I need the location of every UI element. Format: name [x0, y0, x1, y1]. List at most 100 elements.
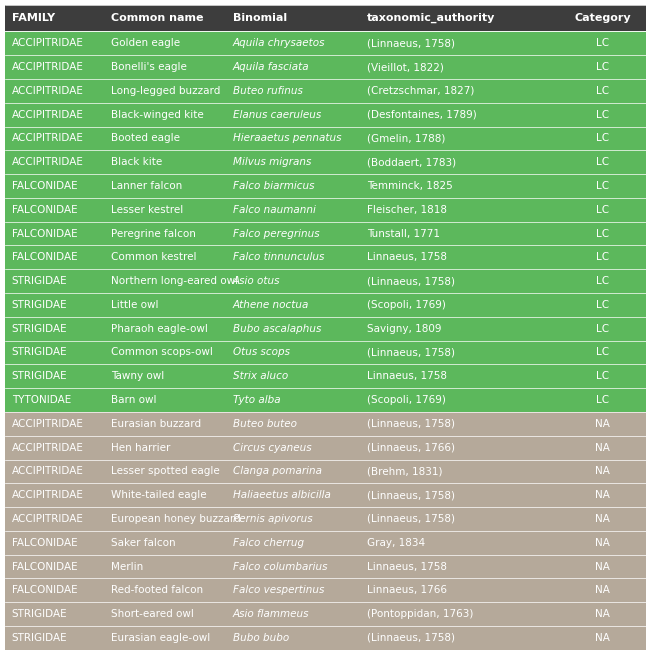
Text: Milvus migrans: Milvus migrans: [232, 157, 311, 167]
Bar: [5, 317, 646, 341]
Text: Falco peregrinus: Falco peregrinus: [232, 229, 320, 238]
Text: NA: NA: [595, 466, 610, 476]
Text: Falco tinnunculus: Falco tinnunculus: [232, 252, 324, 263]
Bar: [5, 293, 646, 317]
Text: (Linnaeus, 1758): (Linnaeus, 1758): [367, 348, 455, 358]
Text: Tyto alba: Tyto alba: [232, 395, 281, 405]
Text: Falco columbarius: Falco columbarius: [232, 561, 327, 572]
Bar: [5, 79, 646, 103]
Bar: [5, 412, 646, 436]
Text: Northern long-eared owl: Northern long-eared owl: [111, 276, 238, 286]
Text: (Gmelin, 1788): (Gmelin, 1788): [367, 134, 446, 143]
Text: (Scopoli, 1769): (Scopoli, 1769): [367, 395, 446, 405]
Text: NA: NA: [595, 609, 610, 619]
Bar: [5, 246, 646, 269]
Text: FALCONIDAE: FALCONIDAE: [12, 181, 77, 191]
Text: ACCIPITRIDAE: ACCIPITRIDAE: [12, 62, 83, 72]
Text: Pernis apivorus: Pernis apivorus: [232, 514, 312, 524]
Text: LC: LC: [596, 395, 609, 405]
Bar: [5, 436, 646, 460]
Text: Linnaeus, 1766: Linnaeus, 1766: [367, 586, 447, 595]
Text: Athene noctua: Athene noctua: [232, 300, 309, 310]
Text: FALCONIDAE: FALCONIDAE: [12, 561, 77, 572]
Text: taxonomic_authority: taxonomic_authority: [367, 13, 495, 24]
Text: FALCONIDAE: FALCONIDAE: [12, 205, 77, 215]
Text: Circus cyaneus: Circus cyaneus: [232, 443, 311, 453]
Text: Otus scops: Otus scops: [232, 348, 290, 358]
Bar: [5, 198, 646, 221]
Text: LC: LC: [596, 157, 609, 167]
Text: Black-winged kite: Black-winged kite: [111, 109, 204, 120]
Bar: [5, 388, 646, 412]
Text: Asio flammeus: Asio flammeus: [232, 609, 309, 619]
Text: ACCIPITRIDAE: ACCIPITRIDAE: [12, 109, 83, 120]
Text: NA: NA: [595, 538, 610, 548]
Text: Aquila chrysaetos: Aquila chrysaetos: [232, 39, 326, 48]
Text: Savigny, 1809: Savigny, 1809: [367, 324, 442, 333]
Text: STRIGIDAE: STRIGIDAE: [12, 300, 67, 310]
Text: (Boddaert, 1783): (Boddaert, 1783): [367, 157, 456, 167]
Text: Strix aluco: Strix aluco: [232, 371, 288, 381]
Bar: [5, 460, 646, 483]
Text: LC: LC: [596, 229, 609, 238]
Text: LC: LC: [596, 86, 609, 96]
Text: LC: LC: [596, 324, 609, 333]
Text: Short-eared owl: Short-eared owl: [111, 609, 194, 619]
Text: Hen harrier: Hen harrier: [111, 443, 171, 453]
Text: Elanus caeruleus: Elanus caeruleus: [232, 109, 321, 120]
Text: Peregrine falcon: Peregrine falcon: [111, 229, 196, 238]
Text: Binomial: Binomial: [232, 13, 287, 24]
Text: Lanner falcon: Lanner falcon: [111, 181, 182, 191]
Text: Temminck, 1825: Temminck, 1825: [367, 181, 453, 191]
Bar: [5, 5, 646, 31]
Text: NA: NA: [595, 514, 610, 524]
Text: Pharaoh eagle-owl: Pharaoh eagle-owl: [111, 324, 208, 333]
Text: STRIGIDAE: STRIGIDAE: [12, 324, 67, 333]
Text: Tunstall, 1771: Tunstall, 1771: [367, 229, 440, 238]
Text: ACCIPITRIDAE: ACCIPITRIDAE: [12, 157, 83, 167]
Text: Haliaeetus albicilla: Haliaeetus albicilla: [232, 490, 331, 500]
Text: Eurasian eagle-owl: Eurasian eagle-owl: [111, 633, 210, 643]
Text: Lesser spotted eagle: Lesser spotted eagle: [111, 466, 220, 476]
Text: Common kestrel: Common kestrel: [111, 252, 197, 263]
Text: Falco vespertinus: Falco vespertinus: [232, 586, 324, 595]
Text: STRIGIDAE: STRIGIDAE: [12, 633, 67, 643]
Text: Asio otus: Asio otus: [232, 276, 280, 286]
Text: Golden eagle: Golden eagle: [111, 39, 180, 48]
Bar: [5, 364, 646, 388]
Text: Bonelli's eagle: Bonelli's eagle: [111, 62, 187, 72]
Text: FALCONIDAE: FALCONIDAE: [12, 538, 77, 548]
Text: STRIGIDAE: STRIGIDAE: [12, 609, 67, 619]
Text: Hieraaetus pennatus: Hieraaetus pennatus: [232, 134, 341, 143]
Bar: [5, 31, 646, 55]
Text: STRIGIDAE: STRIGIDAE: [12, 276, 67, 286]
Text: ACCIPITRIDAE: ACCIPITRIDAE: [12, 134, 83, 143]
Text: Linnaeus, 1758: Linnaeus, 1758: [367, 371, 447, 381]
Text: Buteo rufinus: Buteo rufinus: [232, 86, 303, 96]
Text: Tawny owl: Tawny owl: [111, 371, 164, 381]
Text: LC: LC: [596, 276, 609, 286]
Bar: [5, 103, 646, 126]
Bar: [5, 483, 646, 507]
Text: Booted eagle: Booted eagle: [111, 134, 180, 143]
Text: Falco naumanni: Falco naumanni: [232, 205, 316, 215]
Text: (Linnaeus, 1758): (Linnaeus, 1758): [367, 419, 455, 429]
Text: LC: LC: [596, 371, 609, 381]
Bar: [5, 555, 646, 578]
Text: ACCIPITRIDAE: ACCIPITRIDAE: [12, 86, 83, 96]
Text: (Linnaeus, 1758): (Linnaeus, 1758): [367, 39, 455, 48]
Text: Long-legged buzzard: Long-legged buzzard: [111, 86, 221, 96]
Text: LC: LC: [596, 300, 609, 310]
Text: Gray, 1834: Gray, 1834: [367, 538, 425, 548]
Text: Eurasian buzzard: Eurasian buzzard: [111, 419, 201, 429]
Bar: [5, 531, 646, 555]
Bar: [5, 151, 646, 174]
Text: (Linnaeus, 1758): (Linnaeus, 1758): [367, 633, 455, 643]
Text: ACCIPITRIDAE: ACCIPITRIDAE: [12, 466, 83, 476]
Bar: [5, 221, 646, 246]
Text: ACCIPITRIDAE: ACCIPITRIDAE: [12, 419, 83, 429]
Text: LC: LC: [596, 205, 609, 215]
Text: Linnaeus, 1758: Linnaeus, 1758: [367, 561, 447, 572]
Text: NA: NA: [595, 490, 610, 500]
Text: LC: LC: [596, 252, 609, 263]
